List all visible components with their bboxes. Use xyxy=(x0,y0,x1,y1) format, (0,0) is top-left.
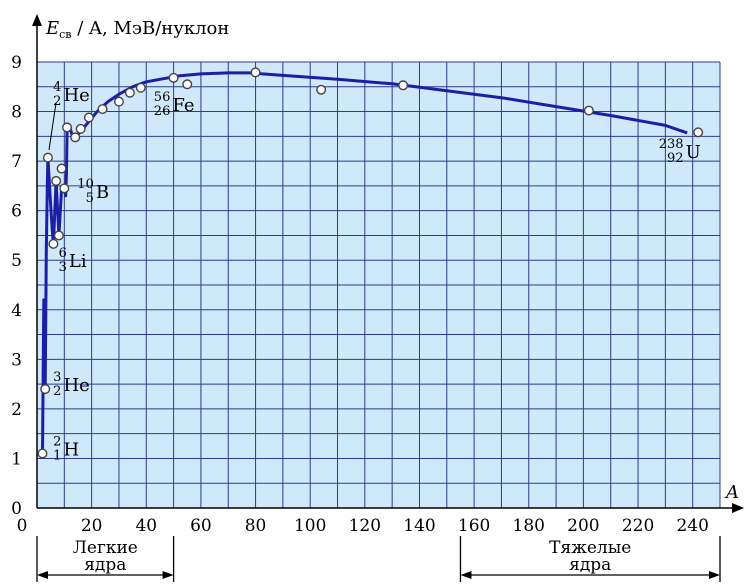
element-symbol: B xyxy=(96,182,109,203)
data-point xyxy=(398,80,409,91)
y-tick-label: 8 xyxy=(11,103,22,123)
x-tick-label: 100 xyxy=(294,516,326,536)
data-point xyxy=(59,183,70,194)
y-axis-arrow xyxy=(32,14,42,26)
mass-number: 56 xyxy=(154,90,171,105)
x-tick-label: 220 xyxy=(622,516,654,536)
element-symbol: He xyxy=(63,85,89,106)
y-tick-label: 0 xyxy=(11,499,22,519)
range-arrow-head xyxy=(162,571,174,579)
nuclide-label-li: 63 Li xyxy=(59,246,87,275)
range-label: Тяжелые xyxy=(549,538,631,558)
mass-number: 10 xyxy=(77,177,94,192)
series xyxy=(37,67,704,459)
data-point xyxy=(83,112,94,123)
data-point xyxy=(62,122,73,133)
charge-number: 5 xyxy=(86,191,94,206)
x-tick-label: 120 xyxy=(349,516,381,536)
x-axis-label: A xyxy=(724,482,739,503)
charge-number: 2 xyxy=(53,94,61,109)
data-point xyxy=(168,72,179,83)
nuclide-label-he: 42 He xyxy=(53,80,90,109)
charge-number: 1 xyxy=(53,448,61,463)
range-label: ядра xyxy=(84,555,126,575)
element-symbol: Li xyxy=(69,251,87,272)
y-tick-label: 2 xyxy=(11,400,22,420)
x-tick-label: 240 xyxy=(676,516,708,536)
element-symbol: U xyxy=(686,142,701,163)
range-arrow-head xyxy=(460,571,472,579)
charge-number: 92 xyxy=(667,151,684,166)
x-tick-label: 160 xyxy=(458,516,490,536)
data-point xyxy=(51,175,62,186)
y-tick-label: 6 xyxy=(11,202,22,222)
charge-number: 26 xyxy=(154,104,171,119)
mass-number: 6 xyxy=(59,246,67,261)
data-point xyxy=(113,96,124,107)
y-tick-label: 5 xyxy=(11,251,22,271)
range-label: ядра xyxy=(569,555,611,575)
data-point xyxy=(37,448,48,459)
charge-number: 3 xyxy=(59,260,67,275)
data-point xyxy=(124,87,135,98)
data-point xyxy=(70,132,81,143)
charge-number: 2 xyxy=(53,384,61,399)
mass-number: 4 xyxy=(53,80,61,95)
data-point xyxy=(693,127,704,138)
range-arrow-head xyxy=(709,571,720,579)
x-tick-label: 180 xyxy=(513,516,545,536)
data-point xyxy=(48,238,59,249)
y-tick-label: 1 xyxy=(11,449,22,469)
element-symbol: He xyxy=(63,375,89,396)
nuclide-label-b: 105 B xyxy=(77,177,109,206)
range-arrow-head xyxy=(37,571,48,579)
data-point xyxy=(316,84,327,95)
x-tick-label: 140 xyxy=(403,516,435,536)
data-point xyxy=(182,79,193,90)
grid xyxy=(36,61,721,509)
x-axis-arrow xyxy=(732,503,744,513)
data-point xyxy=(250,67,261,78)
y-axis-label: Eсв / A, МэВ/нуклон xyxy=(45,18,229,41)
x-tick-label: 200 xyxy=(567,516,599,536)
x-tick-label: 40 xyxy=(135,516,157,536)
he4-leader-line xyxy=(48,102,57,151)
data-point xyxy=(56,163,67,174)
mass-number: 2 xyxy=(53,434,61,449)
range-label: Легкие xyxy=(73,538,138,558)
nuclide-label-he: 32 He xyxy=(53,370,90,399)
nuclide-label-h: 21 H xyxy=(53,434,79,463)
mass-number: 238 xyxy=(659,137,684,152)
x-tick-label: 60 xyxy=(190,516,212,536)
data-point xyxy=(135,82,146,93)
y-tick-label: 9 xyxy=(11,53,22,73)
data-point xyxy=(42,152,53,163)
element-symbol: Fe xyxy=(172,95,194,116)
x-tick-label: 0 xyxy=(17,516,28,536)
y-tick-label: 3 xyxy=(11,350,22,370)
data-point xyxy=(53,230,64,241)
mass-number: 3 xyxy=(53,370,61,385)
data-point xyxy=(40,384,51,395)
x-tick-label: 20 xyxy=(81,516,103,536)
data-point xyxy=(75,123,86,134)
y-tick-label: 7 xyxy=(11,152,22,172)
data-point xyxy=(97,104,108,115)
axes: Eсв / A, МэВ/нуклон A xyxy=(32,14,744,513)
x-tick-label: 80 xyxy=(245,516,267,536)
element-symbol: H xyxy=(63,439,79,460)
y-tick-label: 4 xyxy=(11,301,22,321)
data-point xyxy=(583,105,594,116)
